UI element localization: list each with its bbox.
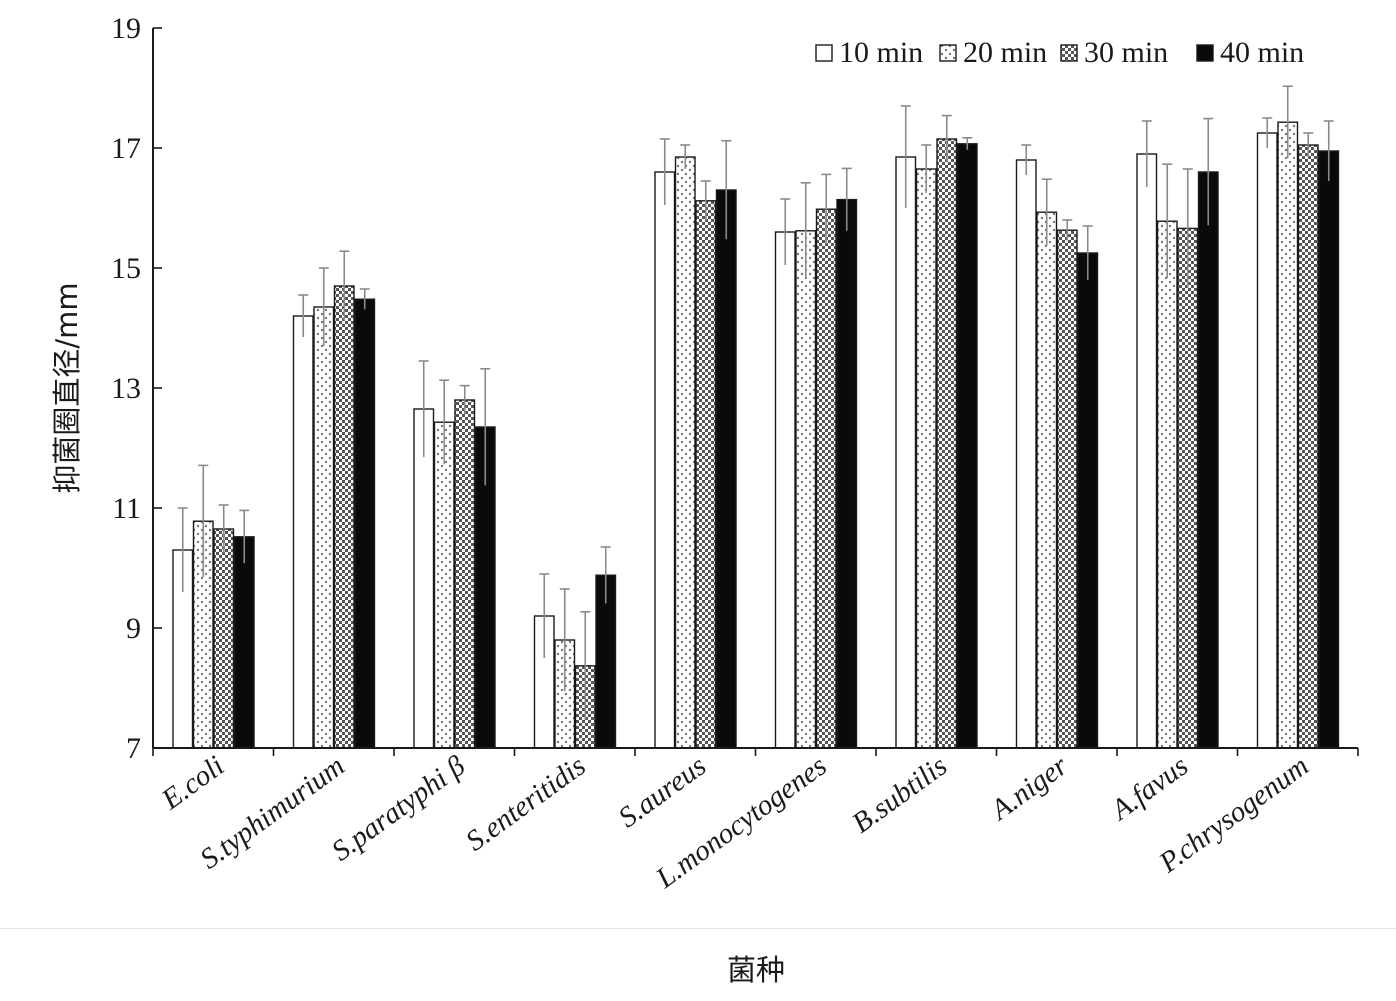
bar bbox=[213, 528, 235, 749]
y-axis: 7 9 11 13 15 17 19 bbox=[111, 12, 162, 765]
x-tick-label: S.enteritidis bbox=[460, 750, 592, 858]
legend-label: 30 min bbox=[1084, 36, 1168, 69]
legend-swatch bbox=[939, 44, 957, 62]
legend-swatch bbox=[1060, 44, 1078, 62]
bar bbox=[895, 156, 917, 749]
bar bbox=[1197, 171, 1219, 749]
bar bbox=[233, 536, 255, 749]
y-tick-label: 13 bbox=[111, 372, 141, 405]
bar bbox=[956, 143, 978, 749]
bar bbox=[915, 168, 937, 749]
bar bbox=[836, 198, 858, 749]
bar bbox=[1318, 150, 1340, 749]
bar bbox=[1297, 144, 1319, 749]
x-axis-title-strip bbox=[0, 928, 1396, 1001]
bar bbox=[433, 421, 455, 749]
x-tick-label: B.subtilis bbox=[846, 750, 953, 840]
y-axis-title: 抑菌圈直径/mm bbox=[50, 282, 84, 493]
x-axis-title: 菌种 bbox=[727, 953, 785, 987]
x-tick-label: A.niger bbox=[983, 749, 1074, 827]
y-tick-label: 15 bbox=[111, 252, 141, 285]
bar bbox=[1136, 153, 1158, 749]
bar bbox=[1056, 229, 1078, 749]
bar bbox=[1036, 211, 1058, 749]
bar bbox=[292, 315, 314, 749]
x-tick-label: S.paratyphi β bbox=[326, 749, 472, 867]
y-tick-label: 11 bbox=[112, 492, 141, 525]
legend-label: 40 min bbox=[1220, 36, 1304, 69]
y-tick-label: 19 bbox=[111, 12, 141, 45]
y-tick-label: 17 bbox=[111, 132, 141, 165]
bar bbox=[1156, 220, 1178, 749]
x-tick-label: A.favus bbox=[1104, 750, 1194, 828]
bar bbox=[313, 306, 335, 749]
bar bbox=[454, 399, 476, 749]
bar bbox=[795, 230, 817, 749]
bar bbox=[413, 408, 435, 749]
bar bbox=[1277, 121, 1299, 749]
bar bbox=[1015, 159, 1037, 749]
bar bbox=[674, 156, 696, 749]
bar bbox=[333, 285, 355, 749]
bar bbox=[1177, 227, 1199, 749]
bar bbox=[1256, 132, 1278, 749]
bar bbox=[354, 298, 376, 749]
bar bbox=[715, 189, 737, 749]
legend: 10 min 20 min 30 min 40 min bbox=[815, 36, 1304, 69]
y-tick-label: 7 bbox=[126, 732, 141, 765]
bar bbox=[815, 208, 837, 749]
legend-swatch bbox=[1196, 44, 1214, 62]
bar bbox=[1077, 252, 1099, 749]
legend-label: 10 min bbox=[839, 36, 923, 69]
legend-swatch bbox=[815, 44, 833, 62]
y-tick-label: 9 bbox=[126, 612, 141, 645]
x-tick-label: S.aureus bbox=[613, 750, 712, 834]
bar bbox=[774, 231, 796, 749]
bar bbox=[936, 138, 958, 749]
plot-area bbox=[172, 85, 1340, 749]
bar bbox=[654, 171, 676, 749]
x-axis-title-area: 菌种 bbox=[727, 953, 785, 987]
legend-label: 20 min bbox=[963, 36, 1047, 69]
x-tick-label: E.coli bbox=[155, 750, 230, 817]
bar bbox=[695, 200, 717, 749]
